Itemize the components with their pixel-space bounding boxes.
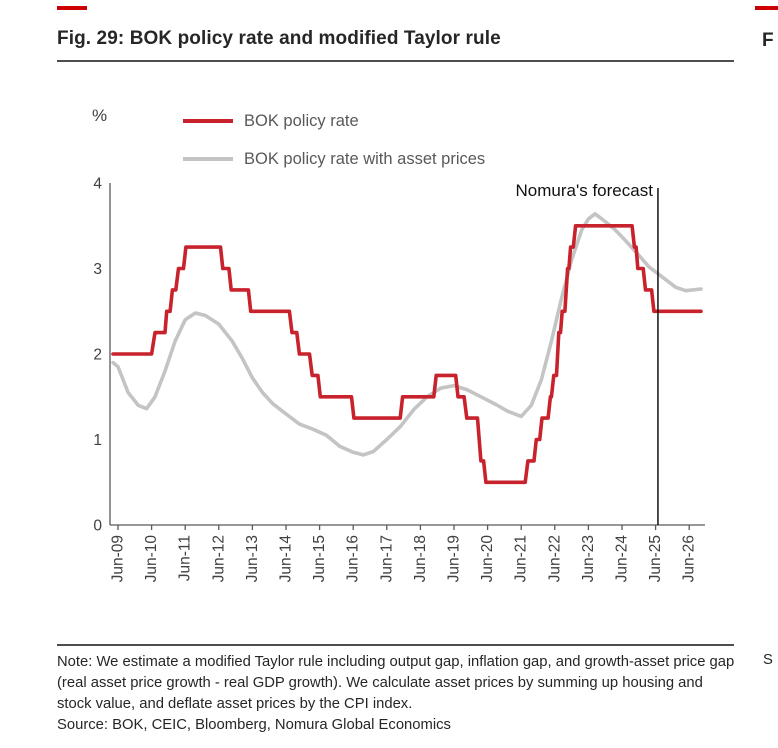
legend-label-policy-rate: BOK policy rate	[244, 111, 359, 130]
legend-item-taylor-rule: BOK policy rate with asset prices	[183, 140, 485, 178]
svg-text:Jun-24: Jun-24	[614, 535, 631, 583]
svg-text:Jun-22: Jun-22	[546, 535, 563, 582]
svg-text:Jun-11: Jun-11	[177, 535, 194, 581]
svg-text:Jun-25: Jun-25	[647, 535, 664, 582]
chart-legend: BOK policy rate BOK policy rate with ass…	[183, 102, 485, 178]
x-axis-labels: Jun-09 Jun-10 Jun-11 Jun-12 Jun-13 Jun-14 Jun-…	[110, 535, 698, 583]
note-text: Note: We estimate a modified Taylor rule…	[57, 654, 735, 712]
svg-text:Jun-17: Jun-17	[378, 535, 395, 582]
svg-text:Jun-12: Jun-12	[210, 535, 227, 582]
footer-divider	[57, 644, 734, 646]
svg-text:Nomura's forecast: Nomura's forecast	[516, 181, 654, 200]
svg-text:Jun-18: Jun-18	[412, 535, 429, 582]
svg-text:3: 3	[93, 261, 102, 278]
source-text: Source: BOK, CEIC, Bloomberg, Nomura Glo…	[57, 717, 451, 733]
svg-text:1: 1	[93, 432, 102, 449]
svg-text:Jun-09: Jun-09	[110, 535, 127, 582]
y-axis-labels: 4 3 2 1 0	[93, 176, 102, 535]
y-axis-unit-label: %	[92, 106, 108, 125]
svg-text:2: 2	[93, 347, 102, 364]
footnote-block: Note: We estimate a modified Taylor rule…	[57, 652, 737, 736]
chart-area: % BOK policy rate BOK policy rate with a…	[60, 92, 720, 648]
svg-text:Jun-14: Jun-14	[278, 535, 295, 583]
adjacent-figure-title-partial: F	[762, 30, 774, 51]
x-axis-ticks	[117, 525, 690, 530]
svg-text:Jun-13: Jun-13	[244, 535, 261, 582]
legend-item-policy-rate: BOK policy rate	[183, 102, 485, 140]
top-left-red-rule	[57, 6, 87, 10]
forecast-group: Nomura's forecast	[516, 181, 659, 525]
legend-swatch-policy-rate	[183, 119, 233, 123]
svg-text:Jun-20: Jun-20	[479, 535, 496, 583]
axes-group	[109, 183, 705, 526]
top-right-red-rule	[755, 6, 778, 10]
svg-text:Jun-21: Jun-21	[513, 535, 530, 582]
svg-text:Jun-23: Jun-23	[580, 535, 597, 582]
svg-text:0: 0	[93, 518, 102, 535]
svg-text:Jun-15: Jun-15	[311, 535, 328, 582]
series-lines	[111, 212, 703, 485]
svg-text:Jun-16: Jun-16	[345, 535, 362, 582]
figure-title: Fig. 29: BOK policy rate and modified Ta…	[57, 28, 501, 49]
legend-swatch-taylor-rule	[183, 157, 233, 161]
svg-text:Jun-10: Jun-10	[143, 535, 160, 583]
adjacent-source-partial: S	[763, 652, 773, 668]
title-divider	[57, 60, 734, 62]
svg-text:Jun-26: Jun-26	[681, 535, 698, 582]
svg-text:Jun-19: Jun-19	[446, 535, 463, 582]
svg-text:4: 4	[93, 176, 102, 193]
legend-label-taylor-rule: BOK policy rate with asset prices	[244, 149, 486, 168]
